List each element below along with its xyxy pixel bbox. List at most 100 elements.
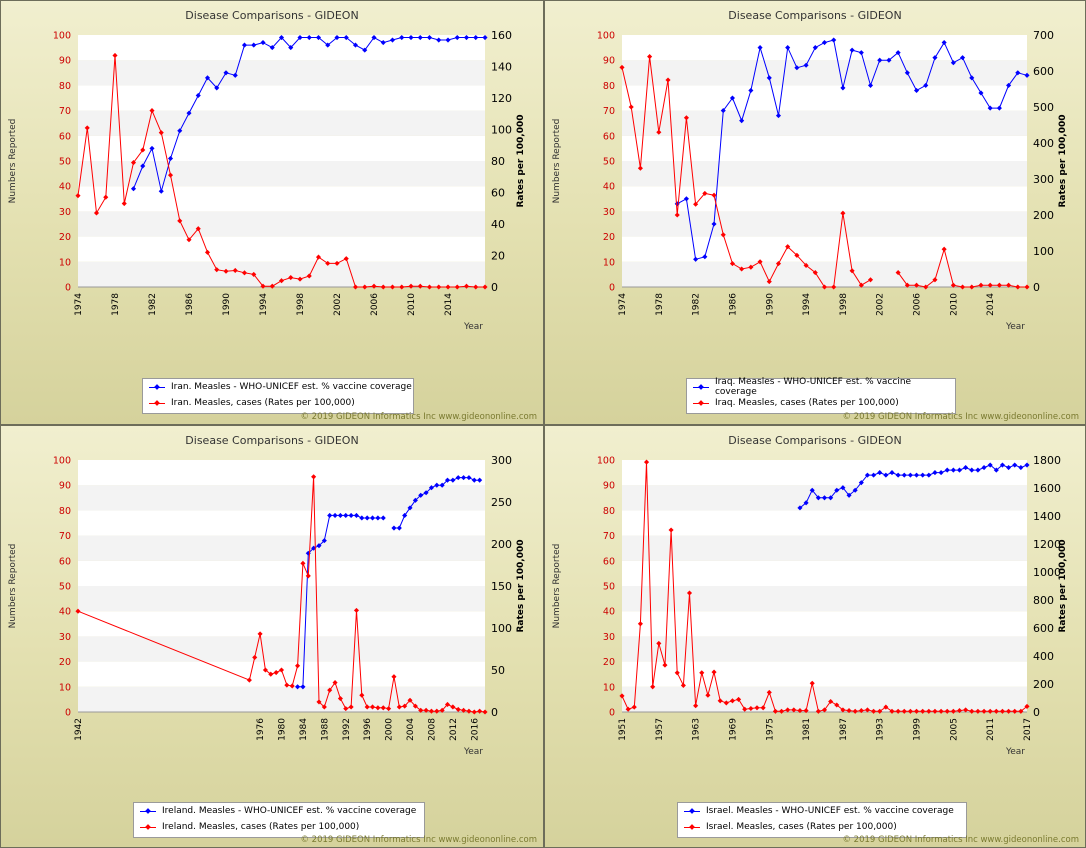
y-tick-label: 0 (609, 283, 615, 294)
y-tick-label: 100 (597, 31, 615, 42)
data-point (343, 706, 349, 712)
x-tick-label: 2006 (370, 293, 380, 316)
data-point (214, 85, 220, 91)
x-tick-label: 1986 (728, 293, 738, 316)
data-point (140, 147, 146, 153)
y-tick-label: 10 (59, 257, 71, 268)
data-point (386, 706, 392, 712)
grid-band (622, 211, 1027, 237)
data-point (418, 707, 424, 713)
y-tick-label: 20 (603, 232, 615, 243)
data-point (619, 64, 625, 70)
chart-title: Disease Comparisons - GIDEON (185, 434, 359, 447)
chart-panel: 0 10 20 30 40 50 60 70 80 90 100 0 20 40 60 80 100 120 140… (0, 0, 544, 425)
data-point (920, 708, 926, 714)
x-tick-label: 1951 (618, 718, 628, 741)
data-point (186, 237, 192, 243)
y-tick-label: 70 (59, 531, 71, 542)
data-point (417, 283, 423, 289)
data-point (149, 145, 155, 151)
chart-panel: 0 10 20 30 40 50 60 70 80 90 100 0 50 100 150 200 250 300… (0, 425, 544, 848)
x-tick-label: 2014 (444, 293, 454, 316)
data-point (195, 226, 201, 232)
y-axis-label: Numbers Reported (8, 119, 18, 204)
x-tick-label: 1982 (148, 293, 158, 316)
data-point (473, 284, 479, 290)
y2-axis-label: Rates per 100,000 (1058, 114, 1068, 207)
copyright-text: © 2019 GIDEON Informatics Inc www.gideon… (300, 835, 537, 845)
legend-entry: Iraq. Measles - WHO-UNICEF est. % vaccin… (687, 377, 955, 397)
legend-entry: Iran. Measles - WHO-UNICEF est. % vaccin… (143, 379, 413, 395)
data-point (834, 702, 840, 708)
x-tick-label: 1994 (802, 293, 812, 316)
data-point (396, 704, 402, 710)
x-axis-label: Year (1005, 747, 1025, 757)
y2-tick-label: 250 (491, 496, 512, 509)
x-tick-label: 2000 (385, 718, 395, 741)
data-point (797, 708, 803, 714)
series-cases (619, 54, 1030, 290)
data-point (297, 276, 303, 282)
data-point (926, 708, 932, 714)
y-tick-label: 30 (59, 207, 71, 218)
data-point (130, 186, 137, 192)
data-point (306, 273, 312, 279)
y2-tick-label: 100 (491, 124, 512, 137)
y-tick-label: 20 (603, 657, 615, 668)
data-point (720, 232, 726, 238)
data-point (883, 704, 889, 710)
legend-label: Israel. Measles, cases (Rates per 100,00… (706, 822, 897, 832)
data-point (232, 267, 238, 274)
y-tick-label: 90 (603, 481, 615, 492)
data-point (828, 698, 834, 705)
y2-tick-label: 200 (1033, 678, 1054, 691)
y2-tick-label: 120 (491, 92, 512, 105)
data-point (375, 515, 381, 521)
data-point (471, 709, 477, 715)
legend-label: Iran. Measles - WHO-UNICEF est. % vaccin… (171, 382, 412, 392)
y-tick-label: 100 (597, 456, 615, 467)
data-point (723, 700, 729, 706)
y-tick-label: 50 (603, 582, 615, 593)
x-axis-label: Year (463, 322, 483, 332)
y2-axis-label: Rates per 100,000 (516, 114, 526, 207)
data-point (963, 707, 969, 713)
chart-svg: 0102030405060708090100020040060080010001… (552, 454, 1068, 757)
data-point (359, 692, 365, 698)
grid-band (78, 186, 485, 212)
data-point (426, 284, 433, 290)
data-point (103, 194, 109, 200)
x-tick-label: 1986 (185, 293, 195, 316)
chart-panel: 0 10 20 30 40 50 60 70 80 90 100 0 100 200 300 400 500 60… (544, 0, 1086, 425)
y-tick-label: 80 (603, 81, 615, 92)
grid-band (622, 661, 1027, 687)
grid-band (622, 586, 1027, 612)
y-tick-label: 40 (603, 607, 615, 618)
y2-tick-label: 40 (491, 218, 505, 231)
y2-tick-label: 150 (491, 580, 512, 593)
legend-entry: Iran. Measles, cases (Rates per 100,000) (143, 395, 413, 411)
y-tick-label: 60 (603, 556, 615, 567)
data-point (352, 284, 359, 290)
data-point (423, 707, 429, 713)
data-point (389, 284, 396, 290)
legend-marker-icon (149, 398, 165, 408)
data-point (683, 115, 689, 121)
data-point (149, 108, 155, 114)
data-point (461, 707, 467, 713)
x-tick-label: 1975 (765, 718, 775, 741)
grid-band (78, 510, 485, 536)
x-tick-label: 1957 (655, 718, 665, 741)
x-tick-label: 1992 (342, 718, 352, 741)
x-tick-label: 1998 (296, 293, 306, 316)
data-point (418, 492, 424, 498)
y-tick-label: 60 (59, 131, 71, 142)
y-tick-label: 20 (59, 657, 71, 668)
y-tick-label: 90 (59, 56, 71, 67)
y2-tick-label: 600 (1033, 622, 1054, 635)
y-tick-label: 40 (603, 182, 615, 193)
data-point (923, 284, 929, 290)
data-point (950, 708, 956, 714)
y-tick-label: 80 (603, 506, 615, 517)
chart-title: Disease Comparisons - GIDEON (185, 9, 359, 22)
